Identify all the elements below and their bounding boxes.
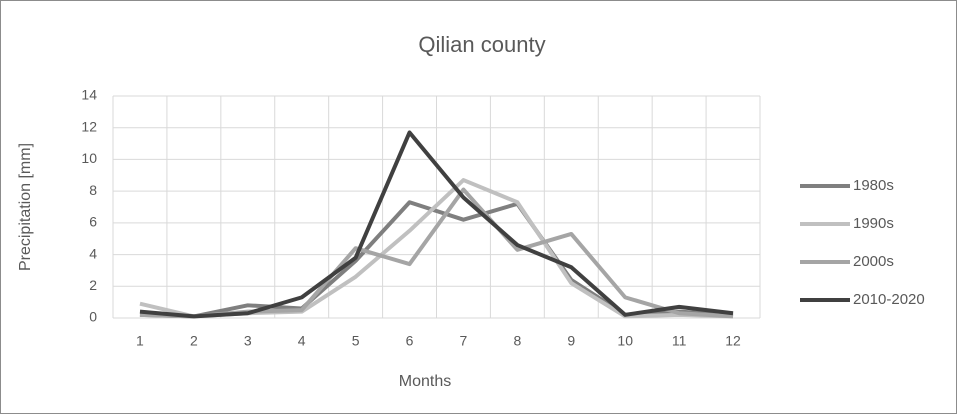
x-tick-label: 12 (725, 333, 741, 349)
x-tick-label: 1 (136, 333, 144, 349)
y-tick-label: 4 (89, 245, 97, 261)
line-series (139, 130, 734, 319)
x-tick-label: 7 (460, 333, 468, 349)
y-tick-label: 6 (89, 214, 97, 230)
x-tick-label: 3 (244, 333, 252, 349)
y-tick-label: 10 (81, 150, 97, 166)
chart-title: Qilian county (418, 32, 545, 57)
legend-label: 2010-2020 (853, 291, 925, 308)
y-tick-label: 8 (89, 182, 97, 198)
x-tick-label: 6 (406, 333, 414, 349)
y-tick-label: 12 (81, 118, 97, 134)
legend-label: 2000s (853, 253, 894, 270)
x-tick-label: 4 (298, 333, 306, 349)
y-tick-label: 2 (89, 277, 97, 293)
x-tick-label: 9 (567, 333, 575, 349)
x-tick-label: 5 (352, 333, 360, 349)
x-tick-label: 8 (513, 333, 521, 349)
x-tick-label: 2 (190, 333, 198, 349)
legend-label: 1990s (853, 215, 894, 232)
x-axis-label: Months (399, 373, 451, 390)
x-tick-label: 11 (672, 333, 687, 349)
legend-label: 1980s (853, 177, 894, 194)
x-tick-label: 10 (617, 333, 633, 349)
y-axis-label: Precipitation [mm] (17, 143, 34, 271)
y-tick-label: 0 (89, 309, 97, 325)
y-tick-label: 14 (81, 87, 97, 103)
